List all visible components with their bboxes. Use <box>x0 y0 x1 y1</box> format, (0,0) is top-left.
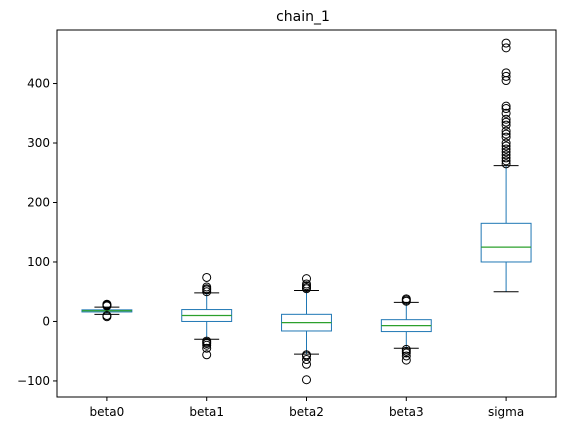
flier-point <box>502 44 510 52</box>
y-tick-label: 0 <box>42 314 50 328</box>
y-tick-label: 300 <box>27 136 50 150</box>
box-beta1 <box>182 273 232 358</box>
box-beta3 <box>381 295 431 364</box>
y-tick-label: 100 <box>27 255 50 269</box>
flier-point <box>502 39 510 47</box>
x-tick-label: beta1 <box>189 405 224 419</box>
box-beta0 <box>82 300 132 320</box>
box-beta2 <box>282 275 332 384</box>
x-tick-label: beta0 <box>90 405 125 419</box>
box-iqr <box>481 223 531 262</box>
x-tick-label: sigma <box>488 405 524 419</box>
flier-point <box>303 376 311 384</box>
x-tick-label: beta3 <box>389 405 424 419</box>
x-tick-label: beta2 <box>289 405 324 419</box>
box-series-group <box>82 39 531 384</box>
y-axis: −100 0 100 200 300 400 <box>17 77 57 388</box>
x-axis: beta0 beta1 beta2 beta3 sigma <box>90 397 525 419</box>
chart-title: chain_1 <box>276 9 330 25</box>
flier-point <box>303 360 311 368</box>
y-tick-label: −100 <box>17 374 50 388</box>
flier-point <box>203 273 211 281</box>
y-tick-label: 400 <box>27 77 50 91</box>
box-sigma <box>481 39 531 292</box>
y-tick-label: 200 <box>27 195 50 209</box>
